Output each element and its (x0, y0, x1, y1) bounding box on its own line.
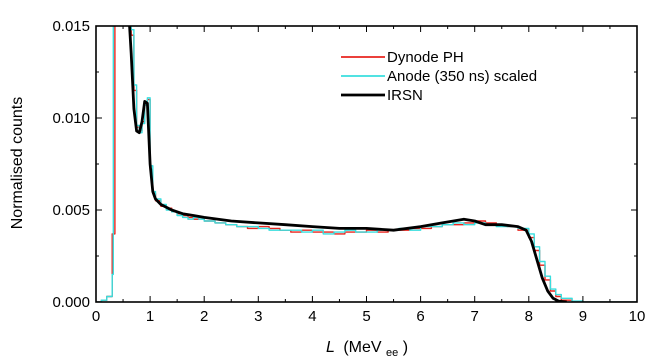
x-tick-label: 1 (146, 308, 154, 325)
y-axis-label: Normalised counts (9, 97, 26, 230)
x-axis-label-unit: (MeV (343, 339, 382, 356)
x-tick-label: 2 (200, 308, 208, 325)
x-tick-label: 6 (416, 308, 424, 325)
axis-ticks (95, 25, 638, 303)
x-tick-label: 10 (629, 308, 646, 325)
series-line-0 (96, 26, 637, 302)
series-line-1 (96, 26, 637, 302)
y-tick-label: 0.000 (52, 294, 90, 311)
x-axis-label-symbol: L (326, 339, 335, 356)
plot-frame (95, 25, 638, 303)
x-tick-label: 0 (92, 308, 100, 325)
x-tick-label: 5 (362, 308, 370, 325)
x-axis-label: L (MeV ee ) (326, 339, 408, 360)
legend: Dynode PH Anode (350 ns) scaled IRSN (341, 49, 537, 104)
x-tick-label: 4 (308, 308, 316, 325)
legend-label-1: Anode (350 ns) scaled (387, 68, 537, 85)
x-axis-label-close: ) (403, 339, 408, 356)
y-tick-label: 0.015 (52, 18, 90, 35)
legend-label-2: IRSN (387, 87, 423, 104)
plot-area (96, 26, 637, 302)
x-tick-label: 3 (254, 308, 262, 325)
x-axis-label-subscript: ee (386, 347, 398, 359)
x-axis-tick-labels: 0 1 2 3 4 5 6 7 8 9 10 (92, 308, 646, 325)
y-tick-label: 0.010 (52, 110, 90, 127)
x-tick-label: 8 (525, 308, 533, 325)
series-line-2 (128, 26, 567, 302)
x-tick-label: 7 (471, 308, 479, 325)
y-tick-label: 0.005 (52, 202, 90, 219)
x-tick-label: 9 (579, 308, 587, 325)
y-axis-tick-labels: 0.000 0.005 0.010 0.015 (52, 18, 90, 311)
legend-label-0: Dynode PH (387, 49, 464, 66)
